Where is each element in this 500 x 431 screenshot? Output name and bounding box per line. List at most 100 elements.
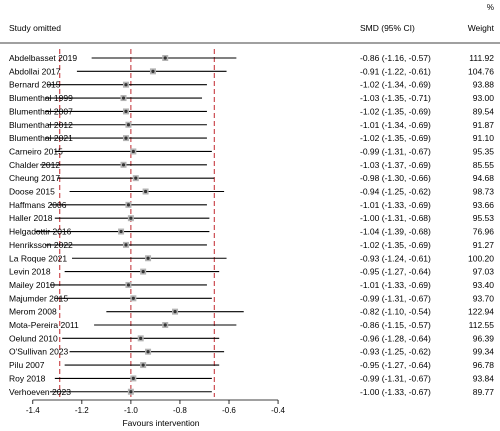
ci-text: -0.99 (-1.31, -0.67) — [360, 373, 431, 383]
point-estimate — [144, 189, 148, 194]
study-name: Henriksson 2022 — [9, 240, 73, 250]
point-estimate — [124, 136, 128, 140]
study-name: Haffmans 2006 — [9, 200, 67, 210]
study-name: Doose 2015 — [9, 187, 55, 197]
weight-value: 100.20 — [468, 253, 494, 263]
ci-text: -0.96 (-1.28, -0.64) — [360, 333, 431, 343]
ci-text: -1.00 (-1.33, -0.67) — [360, 387, 431, 397]
study-row: Abdollai 2017 -0.91 (-1.22, -0.61) 104.76 — [9, 66, 494, 76]
weight-value: 91.10 — [473, 133, 495, 143]
study-name: Majumder 2015 — [9, 293, 68, 303]
x-axis-ticks: -1.4 -1.2 -1.0 -0.8 -0.6 -0.4 — [26, 400, 286, 415]
study-row: Mota-Pereira 2011 -0.86 (-1.15, -0.57) 112… — [9, 320, 494, 330]
weight-value: 93.88 — [473, 80, 495, 90]
ci-text: -0.94 (-1.25, -0.62) — [360, 187, 431, 197]
study-row: Majumder 2015 -0.99 (-1.31, -0.67) 93.70 — [9, 293, 494, 303]
ci-text: -0.93 (-1.25, -0.62) — [360, 347, 431, 357]
point-estimate — [163, 56, 167, 60]
weight-value: 99.34 — [473, 347, 495, 357]
study-name: Chalder 2012 — [9, 160, 60, 170]
point-estimate — [151, 69, 155, 73]
point-estimate — [129, 390, 133, 394]
ci-text: -1.01 (-1.33, -0.69) — [360, 280, 431, 290]
weight-value: 93.00 — [473, 93, 495, 103]
study-row: Blumenthal 2007 -1.02 (-1.35, -0.69) 89.54 — [9, 106, 494, 116]
ci-text: -1.01 (-1.34, -0.69) — [360, 120, 431, 130]
study-row: Haller 2018 -1.00 (-1.31, -0.68) 95.53 — [9, 213, 494, 223]
study-row: Doose 2015 -0.94 (-1.25, -0.62) 98.73 — [9, 187, 494, 197]
point-estimate — [121, 96, 126, 100]
point-estimate — [131, 296, 135, 300]
weight-value: 98.73 — [473, 187, 495, 197]
point-estimate — [126, 123, 131, 127]
x-tick-label: -0.8 — [173, 406, 187, 415]
study-name: Roy 2018 — [9, 373, 46, 383]
study-name: Mota-Pereira 2011 — [9, 320, 79, 330]
weight-percent-header: % — [487, 3, 494, 12]
ci-text: -0.86 (-1.16, -0.57) — [360, 53, 431, 63]
study-row: Merom 2008 -0.82 (-1.10, -0.54) 122.94 — [9, 307, 494, 317]
weight-column-header: Weight — [468, 23, 495, 33]
point-estimate — [134, 176, 138, 180]
weight-value: 122.94 — [468, 307, 494, 317]
weight-value: 104.76 — [468, 66, 494, 76]
weight-value: 91.87 — [473, 120, 495, 130]
study-row: Helgadottir 2016 -1.04 (-1.39, -0.68) 76.9… — [9, 227, 494, 237]
weight-value: 112.55 — [469, 320, 495, 330]
point-estimate — [139, 336, 143, 340]
weight-value: 76.96 — [473, 227, 495, 237]
point-estimate — [119, 229, 123, 234]
point-estimate — [131, 149, 135, 154]
ci-text: -0.82 (-1.10, -0.54) — [360, 307, 431, 317]
study-row: Levin 2018 -0.95 (-1.27, -0.64) 97.03 — [9, 267, 494, 277]
ci-text: -1.00 (-1.31, -0.68) — [360, 213, 431, 223]
study-row: La Roque 2021 -0.93 (-1.24, -0.61) 100.20 — [9, 253, 494, 263]
weight-value: 96.39 — [473, 333, 495, 343]
weight-value: 93.66 — [473, 200, 495, 210]
study-name: O'Sullivan 2023 — [9, 347, 69, 357]
study-name: Blumenthal 2012 — [9, 120, 73, 130]
weight-value: 93.70 — [473, 293, 495, 303]
point-estimate — [124, 83, 128, 87]
study-name: Abdelbasset 2019 — [9, 53, 77, 63]
study-name: Mailey 2010 — [9, 280, 55, 290]
ci-text: -0.95 (-1.27, -0.64) — [360, 360, 431, 370]
ci-text: -0.98 (-1.30, -0.66) — [360, 173, 431, 183]
point-estimate — [141, 270, 145, 274]
weight-value: 93.84 — [473, 373, 495, 383]
x-tick-label: -1.0 — [124, 406, 138, 415]
point-estimate — [131, 376, 135, 380]
weight-value: 94.68 — [473, 173, 495, 183]
study-rows: Abdelbasset 2019 -0.86 (-1.16, -0.57) 111.… — [9, 53, 494, 397]
x-tick-label: -0.6 — [222, 406, 236, 415]
study-row: Blumenthal 2012 -1.01 (-1.34, -0.69) 91.87 — [9, 120, 494, 130]
x-tick-label: -1.4 — [26, 406, 40, 415]
ci-text: -1.02 (-1.35, -0.69) — [360, 240, 431, 250]
ci-text: -0.99 (-1.31, -0.67) — [360, 146, 431, 156]
weight-value: 85.55 — [473, 160, 495, 170]
point-estimate — [146, 256, 150, 260]
study-name: Bernard 2015 — [9, 80, 61, 90]
ci-text: -0.93 (-1.24, -0.61) — [360, 253, 431, 263]
study-row: Haffmans 2006 -1.01 (-1.33, -0.69) 93.66 — [9, 200, 494, 210]
ci-text: -1.02 (-1.34, -0.69) — [360, 80, 431, 90]
study-name: Oelund 2010 — [9, 333, 58, 343]
study-row: Roy 2018 -0.99 (-1.31, -0.67) 93.84 — [9, 373, 494, 383]
study-row: Chalder 2012 -1.03 (-1.37, -0.69) 85.55 — [9, 160, 494, 170]
point-estimate — [121, 163, 126, 167]
ci-text: -0.95 (-1.27, -0.64) — [360, 267, 431, 277]
ci-text: -0.99 (-1.31, -0.67) — [360, 293, 431, 303]
study-row: Pilu 2007 -0.95 (-1.27, -0.64) 96.78 — [9, 360, 494, 370]
point-estimate — [124, 109, 128, 113]
study-row: Blumenthal 2021 -1.02 (-1.35, -0.69) 91.10 — [9, 133, 494, 143]
study-row: Carneiro 2015 -0.99 (-1.31, -0.67) 95.35 — [9, 146, 494, 156]
study-row: Cheung 2017 -0.98 (-1.30, -0.66) 94.68 — [9, 173, 494, 183]
study-row: Blumenthal 1999 -1.03 (-1.35, -0.71) 93.00 — [9, 93, 494, 103]
weight-value: 111.92 — [469, 53, 494, 63]
study-row: O'Sullivan 2023 -0.93 (-1.25, -0.62) 99.34 — [9, 347, 494, 357]
point-estimate — [124, 243, 128, 247]
ci-text: -0.86 (-1.15, -0.57) — [360, 320, 431, 330]
point-estimate — [141, 363, 145, 367]
study-name: Blumenthal 2021 — [9, 133, 73, 143]
